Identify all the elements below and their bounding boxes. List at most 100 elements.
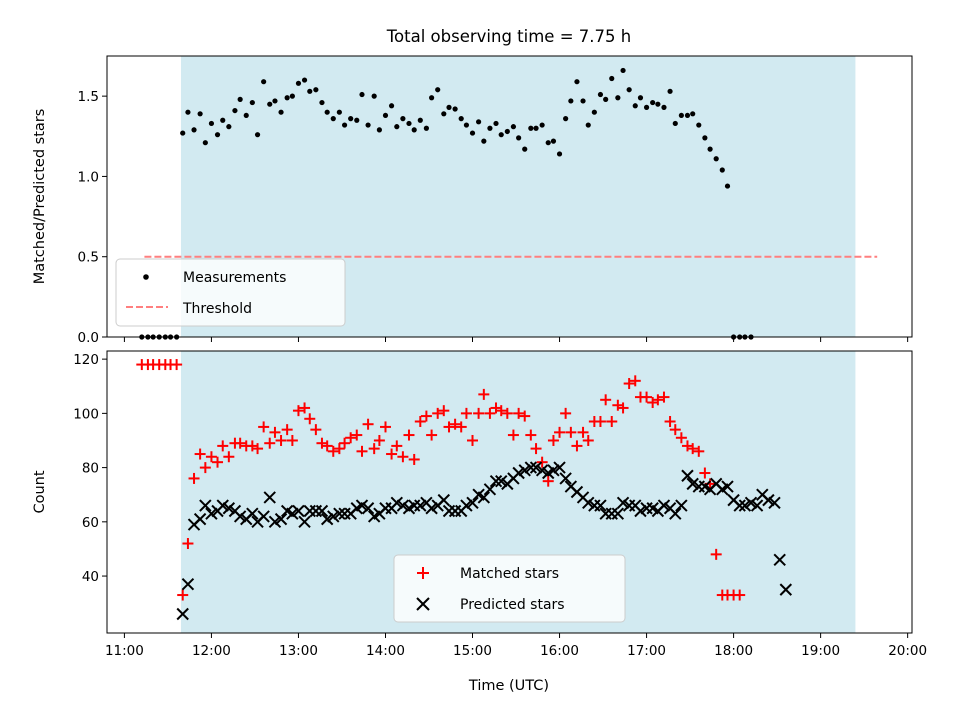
measurement-point [714, 156, 719, 161]
measurement-point [609, 76, 614, 81]
y-tick-label: 0.5 [78, 250, 99, 266]
x-tick-label: 13:00 [279, 643, 318, 659]
measurement-point [546, 140, 551, 145]
measurement-point [528, 126, 533, 131]
y-tick-label: 1.5 [78, 89, 99, 105]
measurement-point [307, 89, 312, 94]
measurement-point [667, 89, 672, 94]
x-tick-label: 14:00 [366, 643, 405, 659]
legend-measurements-marker [143, 274, 149, 280]
measurement-point [470, 130, 475, 135]
measurement-point [348, 116, 353, 121]
legend-measurements-label: Measurements [183, 270, 286, 286]
measurement-point [540, 122, 545, 127]
measurement-point [354, 118, 359, 123]
measurement-point [493, 121, 498, 126]
measurement-point [215, 132, 220, 137]
measurement-point [342, 122, 347, 127]
measurement-point [650, 100, 655, 105]
measurement-point [255, 132, 260, 137]
measurement-point [638, 95, 643, 100]
x-axis-label: Time (UTC) [468, 678, 549, 694]
y-tick-label: 80 [82, 461, 99, 477]
measurement-point [516, 135, 521, 140]
measurement-point [244, 113, 249, 118]
x-tick-label: 20:00 [888, 643, 927, 659]
measurement-point [302, 77, 307, 82]
measurement-point [359, 92, 364, 97]
measurement-point [337, 110, 342, 115]
measurement-point [476, 119, 481, 124]
measurement-point [522, 147, 527, 152]
measurement-point [655, 102, 660, 107]
y-tick-label: 60 [82, 515, 99, 531]
y-tick-label: 0.0 [78, 330, 99, 346]
measurement-point [511, 124, 516, 129]
y-tick-label: 120 [73, 352, 99, 368]
y-tick-label: 100 [73, 406, 99, 422]
legend-predicted-label: Predicted stars [460, 597, 565, 613]
measurement-point [383, 113, 388, 118]
measurement-point [377, 127, 382, 132]
measurement-point [185, 110, 190, 115]
x-tick-label: 11:00 [105, 643, 144, 659]
measurement-point [563, 116, 568, 121]
measurement-point [696, 122, 701, 127]
measurement-point [296, 81, 301, 86]
measurement-point [313, 87, 318, 92]
measurement-point [272, 98, 277, 103]
x-tick-label: 17:00 [627, 643, 666, 659]
measurement-point [644, 105, 649, 110]
measurement-point [679, 113, 684, 118]
measurement-point [620, 68, 625, 73]
measurement-point [203, 140, 208, 145]
measurement-point [533, 126, 538, 131]
x-tick-label: 16:00 [540, 643, 579, 659]
chart-title: Total observing time = 7.75 h [386, 27, 631, 46]
measurement-point [325, 110, 330, 115]
measurement-point [551, 139, 556, 144]
measurement-point [598, 92, 603, 97]
measurement-point [615, 95, 620, 100]
measurement-point [725, 183, 730, 188]
legend-matched-label: Matched stars [460, 566, 559, 582]
legend-threshold-label: Threshold [182, 301, 252, 317]
measurement-point [487, 126, 492, 131]
measurement-point [406, 121, 411, 126]
x-tick-label: 15:00 [453, 643, 492, 659]
measurement-point [592, 110, 597, 115]
measurement-point [459, 116, 464, 121]
measurement-point [191, 127, 196, 132]
measurement-point [499, 132, 504, 137]
y-tick-label: 1.0 [78, 169, 99, 185]
measurement-point [267, 102, 272, 107]
measurement-point [400, 116, 405, 121]
measurement-point [633, 103, 638, 108]
measurement-point [220, 118, 225, 123]
measurement-point [505, 129, 510, 134]
measurement-point [464, 122, 469, 127]
measurement-point [441, 111, 446, 116]
measurement-point [690, 111, 695, 116]
measurement-point [226, 124, 231, 129]
measurement-point [574, 79, 579, 84]
measurement-point [250, 100, 255, 105]
measurement-point [603, 97, 608, 102]
measurement-point [394, 124, 399, 129]
measurement-point [278, 110, 283, 115]
y-tick-label: 40 [82, 569, 99, 585]
measurement-point [290, 94, 295, 99]
measurement-point [435, 87, 440, 92]
measurement-point [446, 105, 451, 110]
x-tick-label: 18:00 [714, 643, 753, 659]
measurement-point [661, 105, 666, 110]
measurement-point [412, 127, 417, 132]
measurement-point [481, 139, 486, 144]
measurement-point [424, 126, 429, 131]
measurement-point [568, 98, 573, 103]
count-y-axis-label: Count [32, 470, 48, 513]
x-tick-label: 12:00 [192, 643, 231, 659]
measurement-point [702, 135, 707, 140]
ratio-legend: Measurements Threshold [116, 259, 345, 326]
measurement-point [627, 87, 632, 92]
